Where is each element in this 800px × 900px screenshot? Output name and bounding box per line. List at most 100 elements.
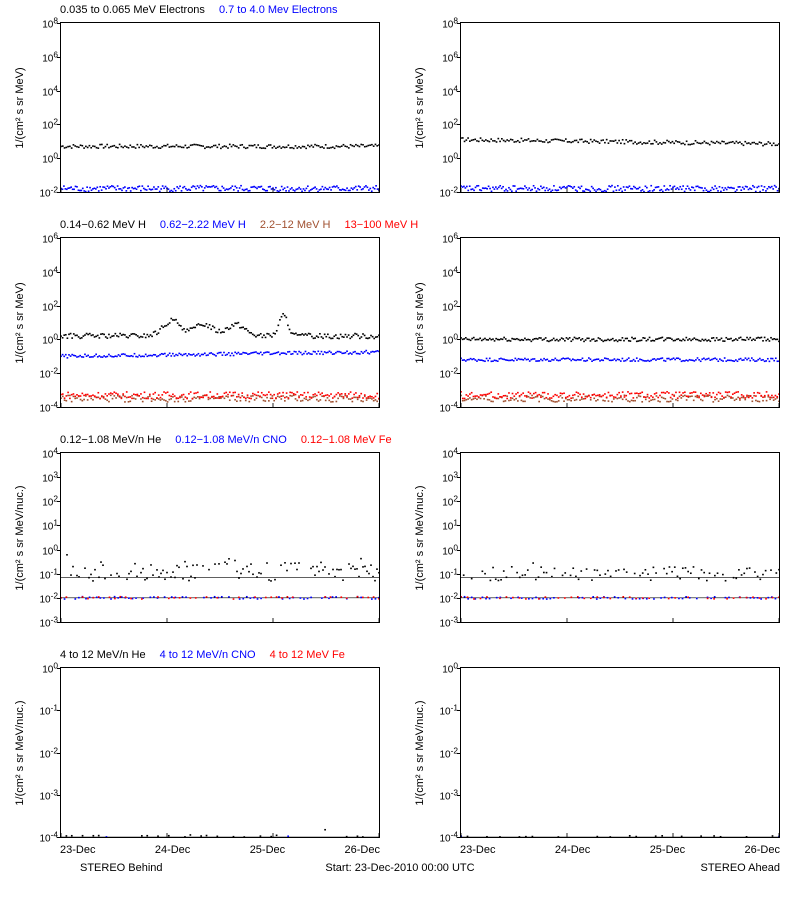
y-axis-label: 1/(cm² s sr MeV/nuc.): [14, 700, 26, 805]
title-segment: 0.12−1.08 MeV Fe: [301, 434, 392, 446]
x-tick-label: 25-Dec: [250, 844, 285, 856]
title-segment: 0.12−1.08 MeV/n CNO: [175, 434, 287, 446]
y-tick-label: 10-2: [39, 366, 58, 381]
y-tick-label: 10-2: [439, 590, 458, 605]
y-tick-label: 100: [42, 542, 58, 557]
y-tick-label: 108: [42, 15, 58, 30]
x-tick-label: 24-Dec: [155, 844, 190, 856]
y-tick-label: 106: [442, 230, 458, 245]
title-segment: 0.14−0.62 MeV H: [60, 219, 146, 231]
title-segment: 0.62−2.22 MeV H: [160, 219, 246, 231]
y-tick-label: 10-1: [439, 703, 458, 718]
plot-area: 10-410-2100102104106: [60, 237, 380, 408]
plot-area: 10-410-310-210-1100: [60, 667, 380, 838]
x-tick-label: 26-Dec: [745, 844, 780, 856]
y-tick-label: 100: [42, 151, 58, 166]
plot-area: 10-310-210-1100101102103104: [460, 452, 780, 623]
y-tick-label: 100: [442, 660, 458, 675]
y-axis-label: 1/(cm² s sr MeV): [414, 67, 426, 148]
y-tick-label: 100: [442, 151, 458, 166]
title-segment: 0.12−1.08 MeV/n He: [60, 434, 161, 446]
y-axis-label: 1/(cm² s sr MeV/nuc.): [414, 485, 426, 590]
y-tick-label: 104: [442, 264, 458, 279]
y-tick-label: 102: [442, 298, 458, 313]
y-tick-label: 100: [42, 660, 58, 675]
y-tick-label: 10-4: [39, 399, 58, 414]
y-tick-label: 10-1: [439, 566, 458, 581]
y-tick-label: 10-2: [39, 590, 58, 605]
y-axis-label: 1/(cm² s sr MeV): [414, 282, 426, 363]
y-tick-label: 106: [442, 49, 458, 64]
chart-panel: 1/(cm² s sr MeV/nuc.)10-410-310-210-1100…: [400, 645, 800, 860]
panel-title: 0.12−1.08 MeV/n He 0.12−1.08 MeV/n CNO 0.1…: [60, 434, 406, 446]
panel-title: 4 to 12 MeV/n He 4 to 12 MeV/n CNO 4 to 12…: [60, 649, 359, 661]
y-tick-label: 10-4: [439, 829, 458, 844]
y-tick-label: 108: [442, 15, 458, 30]
y-tick-label: 10-3: [39, 614, 58, 629]
y-tick-label: 103: [42, 469, 58, 484]
y-tick-label: 102: [42, 298, 58, 313]
y-axis-label: 1/(cm² s sr MeV): [14, 282, 26, 363]
x-tick-label: 26-Dec: [345, 844, 380, 856]
y-tick-label: 102: [42, 494, 58, 509]
y-tick-label: 100: [442, 332, 458, 347]
y-tick-label: 10-4: [39, 829, 58, 844]
chart-grid: 0.035 to 0.065 MeV Electrons 0.7 to 4.0 M…: [0, 0, 800, 860]
footer-ahead: STEREO Ahead: [701, 862, 781, 874]
chart-panel: 1/(cm² s sr MeV/nuc.)10-310-210-11001011…: [400, 430, 800, 645]
x-tick-label: 24-Dec: [555, 844, 590, 856]
y-axis-label: 1/(cm² s sr MeV/nuc.): [14, 485, 26, 590]
y-tick-label: 104: [42, 445, 58, 460]
chart-panel: 0.14−0.62 MeV H 0.62−2.22 MeV H 2.2−12 MeV…: [0, 215, 400, 430]
plot-area: 10-410-2100102104106: [460, 237, 780, 408]
y-tick-label: 102: [442, 117, 458, 132]
plot-area: 10-2100102104106108: [60, 22, 380, 193]
chart-panel: 1/(cm² s sr MeV)10-410-2100102104106: [400, 215, 800, 430]
plot-area: 10-2100102104106108: [460, 22, 780, 193]
panel-title: 0.035 to 0.065 MeV Electrons 0.7 to 4.0 M…: [60, 4, 352, 16]
y-axis-label: 1/(cm² s sr MeV): [14, 67, 26, 148]
y-tick-label: 102: [442, 494, 458, 509]
y-tick-label: 10-2: [439, 745, 458, 760]
x-tick-labels: 23-Dec 24-Dec 25-Dec 26-Dec: [60, 844, 380, 856]
x-tick-label: 25-Dec: [650, 844, 685, 856]
y-tick-label: 10-3: [39, 787, 58, 802]
title-segment: 2.2−12 MeV H: [260, 219, 331, 231]
y-tick-label: 10-3: [439, 614, 458, 629]
y-tick-label: 102: [42, 117, 58, 132]
x-tick-label: 23-Dec: [60, 844, 95, 856]
chart-panel: 0.035 to 0.065 MeV Electrons 0.7 to 4.0 M…: [0, 0, 400, 215]
y-tick-label: 10-4: [439, 399, 458, 414]
plot-area: 10-410-310-210-1100: [460, 667, 780, 838]
y-tick-label: 104: [442, 445, 458, 460]
y-tick-label: 106: [42, 230, 58, 245]
footer-behind: STEREO Behind: [80, 862, 163, 874]
y-tick-label: 104: [42, 264, 58, 279]
y-tick-label: 10-2: [39, 745, 58, 760]
y-tick-label: 100: [42, 332, 58, 347]
y-tick-label: 10-2: [439, 366, 458, 381]
y-tick-label: 101: [42, 518, 58, 533]
x-tick-labels: 23-Dec 24-Dec 25-Dec 26-Dec: [460, 844, 780, 856]
title-segment: 4 to 12 MeV/n CNO: [160, 649, 256, 661]
y-axis-label: 1/(cm² s sr MeV/nuc.): [414, 700, 426, 805]
y-tick-label: 10-1: [39, 703, 58, 718]
y-tick-label: 104: [42, 83, 58, 98]
title-segment: 0.7 to 4.0 Mev Electrons: [219, 4, 338, 16]
x-tick-label: 23-Dec: [460, 844, 495, 856]
y-tick-label: 104: [442, 83, 458, 98]
chart-panel: 0.12−1.08 MeV/n He 0.12−1.08 MeV/n CNO 0.1…: [0, 430, 400, 645]
title-segment: 0.035 to 0.065 MeV Electrons: [60, 4, 205, 16]
y-tick-label: 10-2: [39, 184, 58, 199]
y-tick-label: 101: [442, 518, 458, 533]
y-tick-label: 100: [442, 542, 458, 557]
y-tick-label: 10-1: [39, 566, 58, 581]
title-segment: 4 to 12 MeV/n He: [60, 649, 146, 661]
y-tick-label: 10-3: [439, 787, 458, 802]
chart-panel: 1/(cm² s sr MeV)10-2100102104106108: [400, 0, 800, 215]
y-tick-label: 106: [42, 49, 58, 64]
panel-title: 0.14−0.62 MeV H 0.62−2.22 MeV H 2.2−12 MeV…: [60, 219, 432, 231]
y-tick-label: 10-2: [439, 184, 458, 199]
title-segment: 4 to 12 MeV Fe: [270, 649, 345, 661]
plot-area: 10-310-210-1100101102103104: [60, 452, 380, 623]
